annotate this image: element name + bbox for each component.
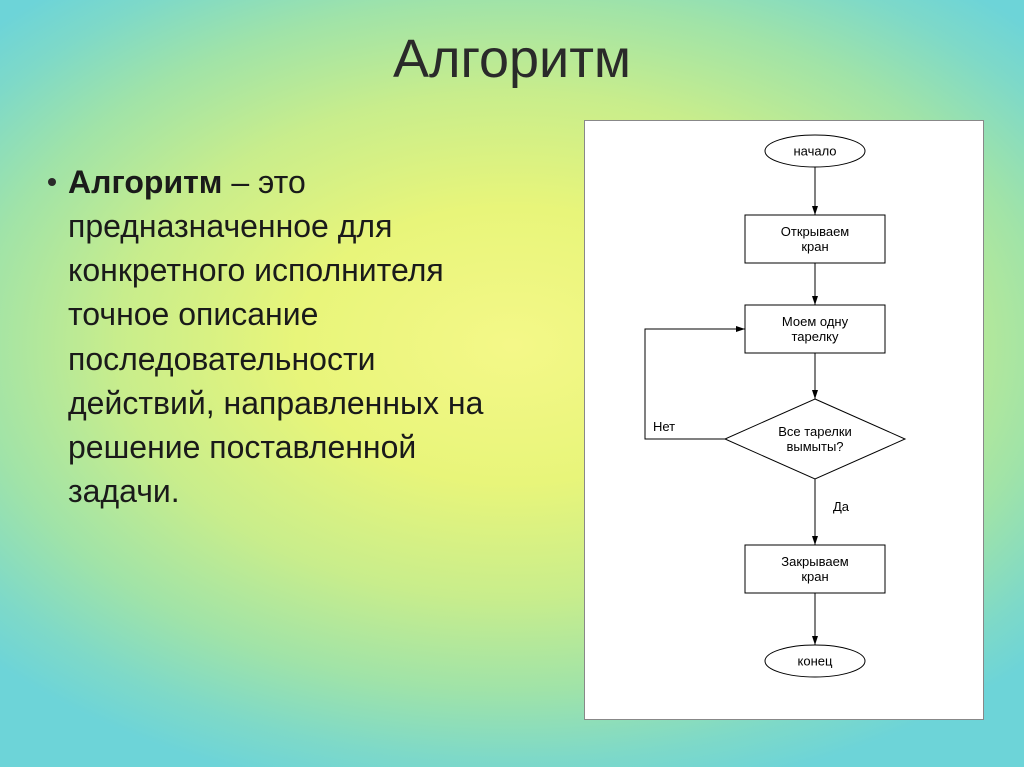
svg-text:Все тарелки: Все тарелки <box>778 424 852 439</box>
bullet-item: Алгоритм – это предназначенное для конкр… <box>48 160 518 513</box>
definition-text: Алгоритм – это предназначенное для конкр… <box>68 160 518 513</box>
svg-text:вымыты?: вымыты? <box>786 439 843 454</box>
svg-text:тарелку: тарелку <box>792 329 839 344</box>
svg-text:начало: начало <box>793 144 836 159</box>
svg-text:Закрываем: Закрываем <box>781 554 849 569</box>
page-title: Алгоритм <box>0 28 1024 90</box>
definition-term: Алгоритм <box>68 164 222 200</box>
flowchart-panel: ДаНетначалоОткрываемкранМоем однутарелку… <box>584 120 984 720</box>
definition-block: Алгоритм – это предназначенное для конкр… <box>48 160 518 513</box>
bullet-dot-icon <box>48 178 56 186</box>
svg-text:Открываем: Открываем <box>781 224 850 239</box>
svg-text:кран: кран <box>801 569 828 584</box>
flowchart-svg: ДаНетначалоОткрываемкранМоем однутарелку… <box>585 121 985 721</box>
svg-text:Моем одну: Моем одну <box>782 314 849 329</box>
svg-text:Да: Да <box>833 499 850 514</box>
svg-text:конец: конец <box>798 654 833 669</box>
svg-text:кран: кран <box>801 239 828 254</box>
svg-text:Нет: Нет <box>653 419 675 434</box>
definition-rest: – это предназначенное для конкретного ис… <box>68 164 483 509</box>
